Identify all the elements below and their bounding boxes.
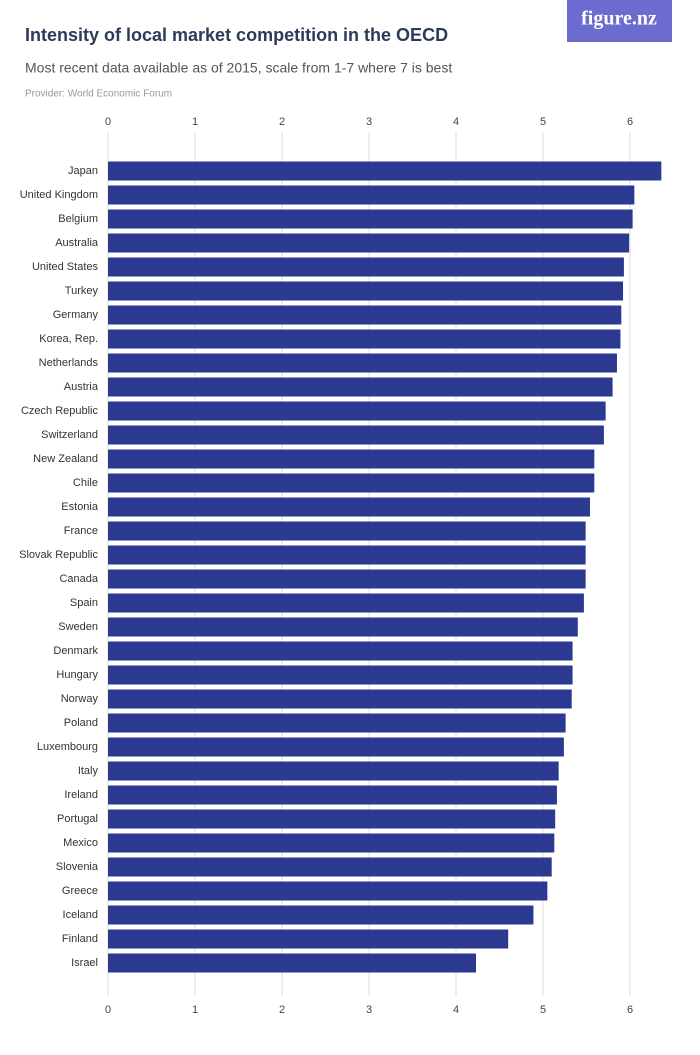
y-tick-label: Belgium (58, 213, 98, 225)
x-tick-label: 2 (279, 116, 285, 128)
y-tick-label: New Zealand (33, 453, 98, 465)
bar (108, 329, 621, 349)
y-tick-label: Finland (62, 933, 98, 945)
bar (108, 689, 572, 709)
bar (108, 593, 584, 613)
x-tick-label: 3 (366, 116, 372, 128)
bar (108, 305, 622, 325)
bar (108, 905, 534, 925)
bar (108, 161, 662, 181)
y-tick-label: Slovenia (56, 861, 99, 873)
x-tick-label: 5 (540, 116, 546, 128)
y-tick-label: Turkey (65, 285, 99, 297)
bar (108, 353, 617, 373)
bar (108, 497, 590, 517)
bar (108, 449, 595, 469)
bar (108, 929, 509, 949)
y-tick-label: Czech Republic (21, 405, 99, 417)
bar (108, 521, 586, 541)
bar (108, 713, 566, 733)
y-tick-label: Greece (62, 885, 98, 897)
bar (108, 425, 604, 445)
bar (108, 401, 606, 421)
bar (108, 569, 586, 589)
bar (108, 857, 552, 877)
bar (108, 185, 635, 205)
x-tick-label: 4 (453, 116, 459, 128)
x-tick-label: 5 (540, 1004, 546, 1016)
y-tick-label: Denmark (53, 645, 98, 657)
x-tick-label: 0 (105, 1004, 111, 1016)
logo-box (567, 0, 672, 42)
y-tick-label: Iceland (63, 909, 98, 921)
y-tick-label: Estonia (61, 501, 99, 513)
y-tick-label: United Kingdom (20, 189, 98, 201)
y-tick-label: Poland (64, 717, 98, 729)
bar (108, 665, 573, 685)
x-tick-label: 2 (279, 1004, 285, 1016)
y-tick-label: Canada (59, 573, 98, 585)
bar (108, 809, 556, 829)
x-tick-label: 6 (627, 116, 633, 128)
bar (108, 617, 578, 637)
bar (108, 473, 595, 493)
x-tick-label: 1 (192, 116, 198, 128)
y-tick-label: Slovak Republic (19, 549, 98, 561)
bar (108, 641, 573, 661)
y-tick-label: Norway (61, 693, 99, 705)
y-tick-label: United States (32, 261, 99, 273)
x-tick-label: 1 (192, 1004, 198, 1016)
y-tick-label: France (64, 525, 98, 537)
y-tick-label: Sweden (58, 621, 98, 633)
y-tick-label: Mexico (63, 837, 98, 849)
y-tick-label: Spain (70, 597, 98, 609)
y-tick-label: Germany (53, 309, 99, 321)
provider: Provider: World Economic Forum (25, 89, 172, 100)
y-tick-label: Ireland (64, 789, 98, 801)
bar (108, 785, 557, 805)
y-tick-label: Luxembourg (37, 741, 98, 753)
bar (108, 833, 555, 853)
chart-title: Intensity of local market competition in… (25, 25, 448, 45)
logo: figure.nz (581, 8, 657, 30)
y-tick-label: Chile (73, 477, 98, 489)
bar (108, 281, 624, 301)
bar (108, 377, 613, 397)
y-tick-label: Japan (68, 165, 98, 177)
bar (108, 233, 630, 253)
y-tick-label: Hungary (56, 669, 98, 681)
x-tick-label: 3 (366, 1004, 372, 1016)
x-tick-label: 0 (105, 116, 111, 128)
bar (108, 209, 633, 229)
y-tick-label: Netherlands (39, 357, 99, 369)
y-tick-label: Switzerland (41, 429, 98, 441)
y-tick-label: Korea, Rep. (39, 333, 98, 345)
bar (108, 881, 548, 901)
y-tick-label: Australia (55, 237, 99, 249)
bar (108, 953, 477, 973)
bar (108, 761, 559, 781)
bar (108, 257, 624, 277)
x-tick-label: 4 (453, 1004, 459, 1016)
subtitle: Most recent data available as of 2015, s… (25, 60, 452, 76)
y-tick-label: Portugal (57, 813, 98, 825)
bar (108, 737, 564, 757)
y-tick-label: Italy (78, 765, 99, 777)
x-tick-label: 6 (627, 1004, 633, 1016)
y-tick-label: Austria (64, 381, 99, 393)
y-tick-label: Israel (71, 957, 98, 969)
bar (108, 545, 586, 565)
